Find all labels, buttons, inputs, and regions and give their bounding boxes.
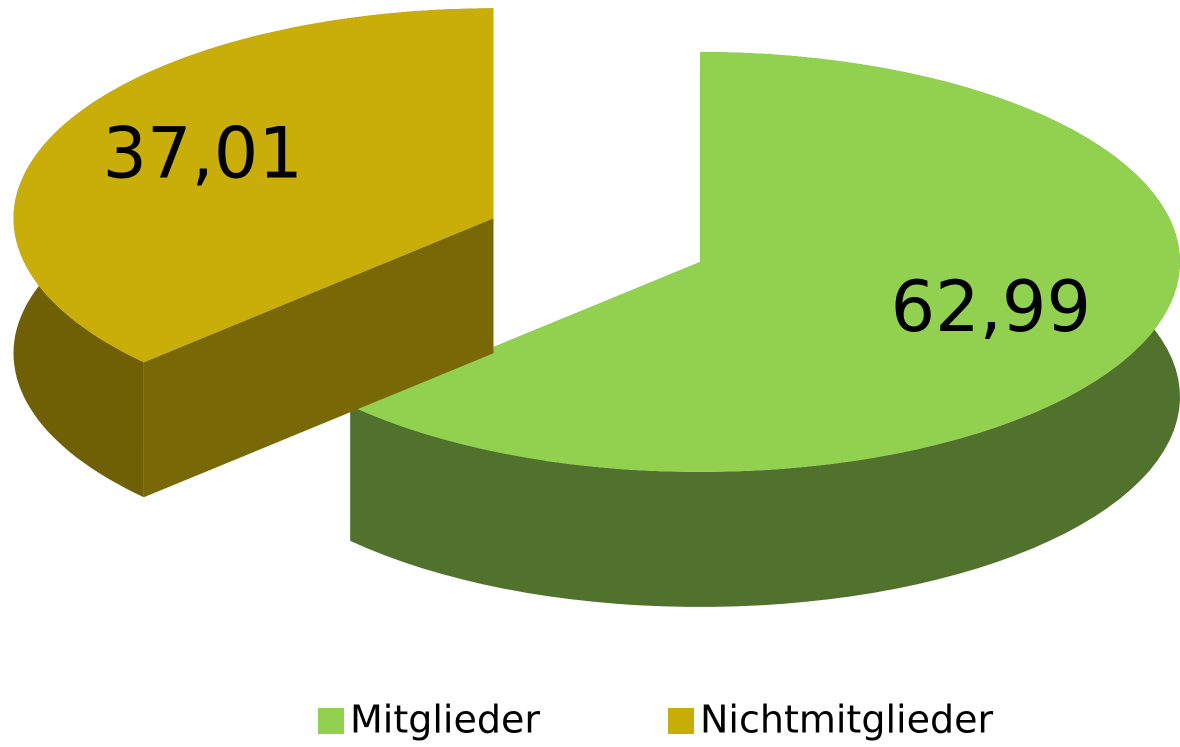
legend-label: Mitglieder bbox=[350, 698, 540, 742]
slice bbox=[350, 52, 1180, 472]
slice-side bbox=[143, 218, 494, 498]
legend-label: Nichtmitglieder bbox=[700, 698, 993, 742]
value-label: 62,99 bbox=[891, 266, 1091, 348]
legend-swatch bbox=[318, 708, 344, 734]
value-label: 37,01 bbox=[102, 112, 302, 194]
slice bbox=[13, 8, 494, 363]
legend-swatch bbox=[668, 708, 694, 734]
